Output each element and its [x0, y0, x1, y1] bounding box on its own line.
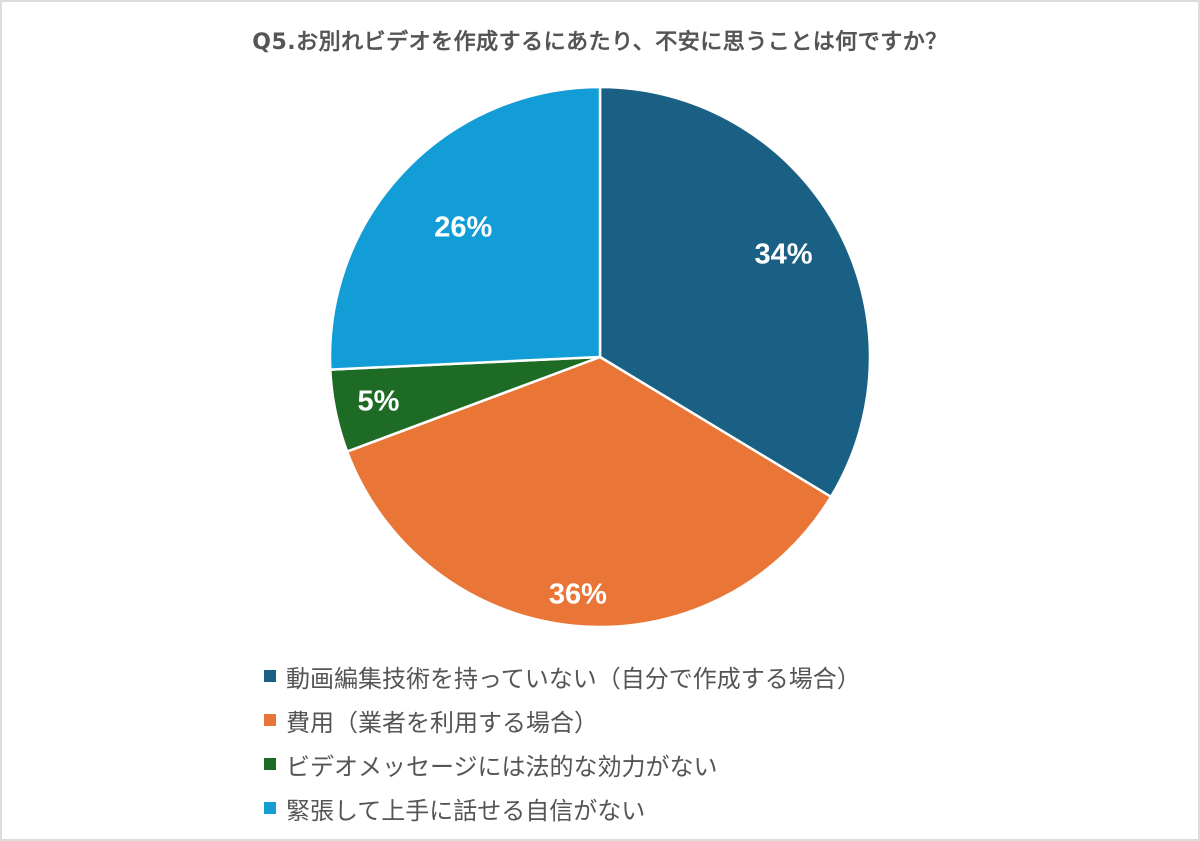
- pie-slice: [598, 85, 872, 499]
- legend-item: ビデオメッセージには法的な効力がない: [264, 742, 861, 786]
- legend-item: 緊張して上手に話せる自信がない: [264, 786, 861, 830]
- legend-item: 費用（業者を利用する場合）: [264, 698, 861, 742]
- legend-label: ビデオメッセージには法的な効力がない: [286, 752, 718, 781]
- pie-slice: [345, 355, 833, 629]
- legend-label: 費用（業者を利用する場合）: [286, 708, 598, 737]
- legend-label: 緊張して上手に話せる自信がない: [286, 796, 646, 825]
- legend-swatch: [264, 802, 276, 814]
- chart-title: Q5.お別れビデオを作成するにあたり、不安に思うことは何ですか？: [252, 30, 948, 55]
- legend-swatch: [264, 714, 276, 726]
- legend-item: 動画編集技術を持っていない（自分で作成する場合）: [264, 654, 861, 698]
- legend-swatch: [264, 758, 276, 770]
- legend-label: 動画編集技術を持っていない（自分で作成する場合）: [286, 664, 861, 693]
- legend-swatch: [264, 670, 276, 682]
- slice-data-label: 36%: [549, 579, 607, 611]
- slice-data-label: 5%: [357, 385, 399, 417]
- legend: 動画編集技術を持っていない（自分で作成する場合） 費用（業者を利用する場合） ビ…: [264, 654, 861, 830]
- slice-data-label: 26%: [434, 212, 492, 244]
- pie-slice: [328, 85, 602, 371]
- slice-data-label: 34%: [754, 239, 812, 271]
